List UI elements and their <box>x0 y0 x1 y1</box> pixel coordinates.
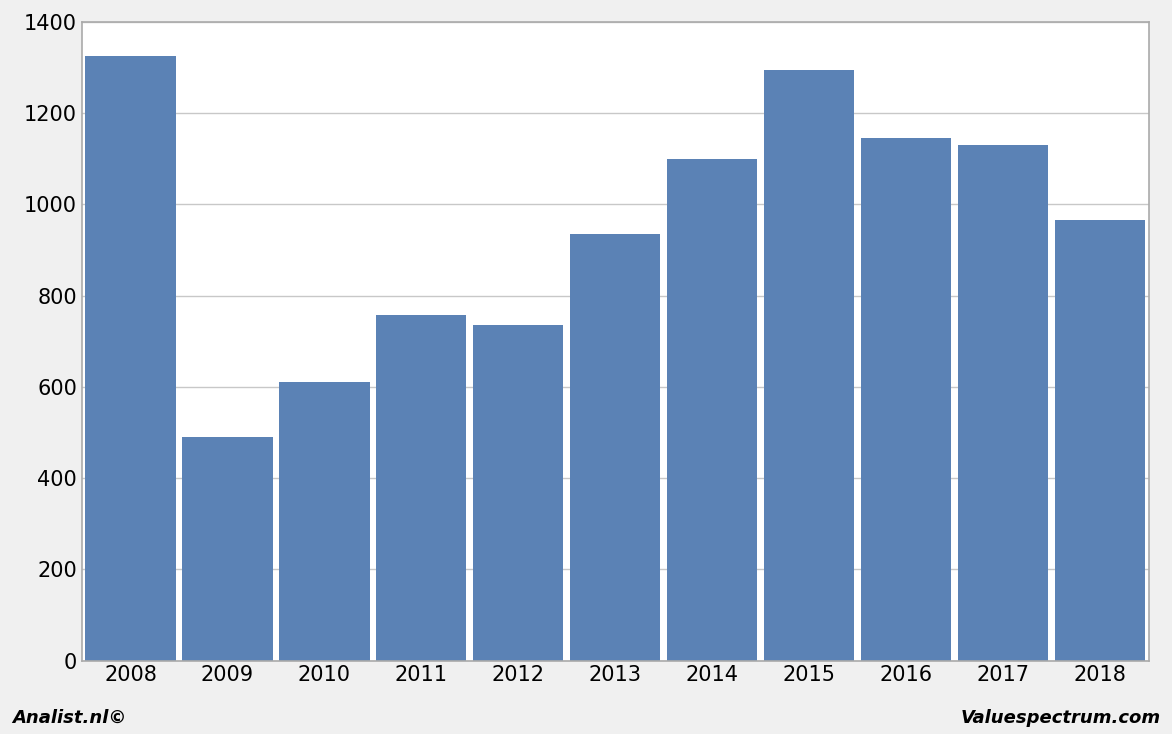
Bar <box>376 315 466 661</box>
Bar <box>667 159 757 661</box>
Text: Valuespectrum.com: Valuespectrum.com <box>960 708 1160 727</box>
Bar <box>86 57 176 661</box>
Bar <box>473 325 564 661</box>
Bar <box>1055 220 1145 661</box>
Text: Analist.nl©: Analist.nl© <box>12 708 127 727</box>
Bar <box>958 145 1048 661</box>
Bar <box>861 138 952 661</box>
Bar <box>764 70 854 661</box>
Bar <box>183 437 273 661</box>
Bar <box>279 382 369 661</box>
Bar <box>571 234 660 661</box>
